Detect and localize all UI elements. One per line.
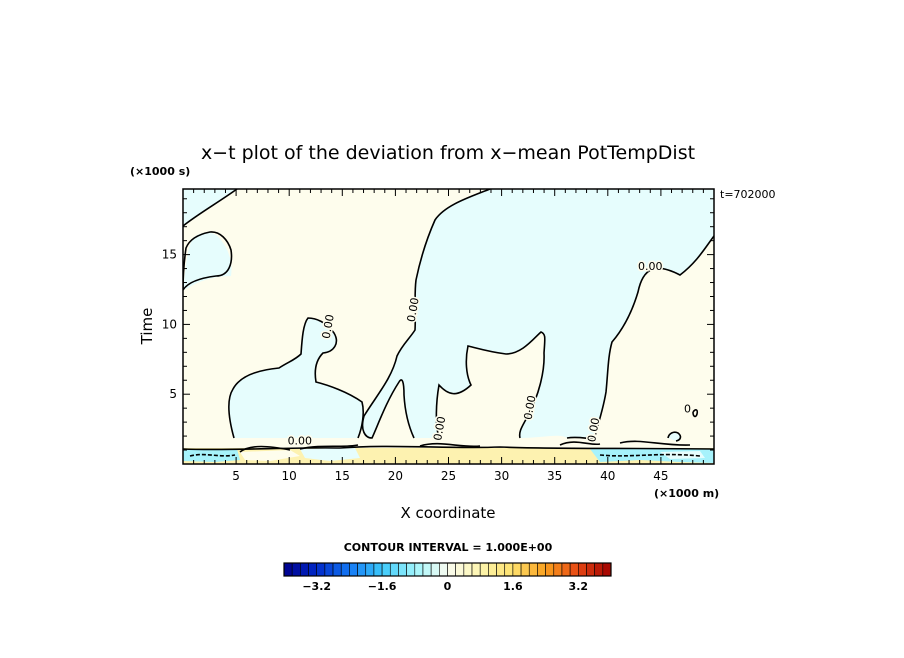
colorbar-cell <box>455 562 465 577</box>
colorbar-cell <box>308 562 317 577</box>
contour-label: 0.00 <box>320 313 337 339</box>
x-tick-label: 25 <box>441 469 456 483</box>
bottom-band-light-right <box>660 451 705 459</box>
x-tick-label: 10 <box>282 469 297 483</box>
colorbar-cell <box>586 562 595 577</box>
contour-line-corner <box>183 189 238 227</box>
colorbar-cell <box>569 562 579 577</box>
contour-line-small <box>667 431 682 442</box>
colorbar-cell <box>439 562 448 577</box>
y-unit-label: (×1000 s) <box>130 165 190 178</box>
contour-line-bottom-2 <box>239 440 691 453</box>
colorbar-cell <box>528 562 538 577</box>
x-axis-label: X coordinate <box>400 504 495 522</box>
colorbar-cell <box>504 562 514 577</box>
colorbar-cell <box>414 562 424 577</box>
colorbar-tick-label: 3.2 <box>569 580 589 593</box>
contour-label: 0.00 <box>405 297 422 323</box>
y-tick-label: 5 <box>169 387 177 401</box>
colorbar-cell <box>496 562 506 577</box>
colorbar-cell <box>512 562 522 577</box>
colorbar-cell <box>357 562 367 577</box>
bottom-band-cool-mid <box>300 448 360 461</box>
colorbar-tick-label: 1.6 <box>503 580 523 593</box>
y-tick-label: 15 <box>162 248 177 262</box>
contour-label: 0.00 <box>585 417 602 443</box>
colorbar-cell <box>422 562 432 577</box>
colorbar-tick-label: −1.6 <box>368 580 397 593</box>
colorbar-tick-label: 0 <box>444 580 452 593</box>
axis-ticks <box>183 189 714 464</box>
contour-fills <box>183 189 714 464</box>
colorbar-cell <box>594 562 604 577</box>
colorbar-cell <box>300 562 309 577</box>
colorbar-cell <box>291 562 301 577</box>
x-tick-label: 15 <box>335 469 350 483</box>
x-tick-label: 35 <box>547 469 562 483</box>
contour-label: 0 <box>684 402 691 415</box>
colorbar-cell <box>332 562 342 577</box>
colorbar-frame <box>283 562 612 577</box>
time-stamp: t=702000 <box>720 188 776 201</box>
colorbar-cell <box>479 562 489 577</box>
y-tick-labels: 5 10 15 <box>162 248 177 402</box>
contour-label: 0.00 <box>431 415 448 441</box>
x-tick-label: 5 <box>232 469 240 483</box>
colorbar-cell <box>602 562 612 577</box>
colorbar-labels: −3.2 −1.6 0 1.6 3.2 <box>302 580 588 593</box>
colorbar-cell <box>537 562 546 577</box>
colorbar-cell <box>471 562 481 577</box>
colorbar-cell <box>406 562 416 577</box>
contour-line-bottom-1 <box>183 445 714 451</box>
contour-interval-text: CONTOUR INTERVAL = 1.000E+00 <box>344 541 553 554</box>
colorbar-cell <box>520 562 530 577</box>
contour-label: 0.00 <box>521 394 538 420</box>
colorbar-tick-label: −3.2 <box>302 580 331 593</box>
x-unit-label: (×1000 m) <box>654 487 719 500</box>
bottom-band-light-left <box>240 450 300 461</box>
colorbar-cell <box>283 562 293 577</box>
colorbar-cell <box>398 562 407 577</box>
chart-title: x−t plot of the deviation from x−mean Po… <box>201 142 695 164</box>
negative-region-main <box>362 189 714 438</box>
colorbar-cell <box>373 562 383 577</box>
contour-line-left <box>228 317 365 439</box>
x-tick-labels: 5 10 15 20 25 30 35 40 45 <box>232 469 668 483</box>
contour-line-main <box>361 189 714 440</box>
y-axis-label: Time <box>138 308 156 346</box>
colorbar-cell <box>324 562 334 577</box>
contour-line-upper-left <box>183 231 233 291</box>
colorbar <box>283 562 612 577</box>
contour-line-zero-blob <box>692 409 699 418</box>
contour-line-bottom-3 <box>189 453 701 457</box>
colorbar-cell <box>365 562 375 577</box>
contour-label: 0.00 <box>288 434 313 447</box>
contour-label: 0.00 <box>638 260 663 273</box>
x-tick-label: 45 <box>653 469 668 483</box>
colorbar-cell <box>463 562 473 577</box>
colorbar-cell <box>577 562 587 577</box>
colorbar-cell <box>381 562 391 577</box>
x-tick-label: 40 <box>600 469 615 483</box>
colorbar-cell <box>488 562 497 577</box>
colorbar-cell <box>561 562 571 577</box>
colorbar-cell <box>349 562 358 577</box>
colorbar-cell <box>553 562 563 577</box>
x-tick-label: 20 <box>388 469 403 483</box>
negative-blob-small <box>668 432 681 441</box>
colorbar-cell <box>430 562 440 577</box>
contour-lines <box>183 189 714 457</box>
colorbar-cell <box>545 562 555 577</box>
y-tick-label: 10 <box>162 317 177 331</box>
colorbar-cell <box>316 562 326 577</box>
x-tick-label: 30 <box>494 469 509 483</box>
plot-area: 0.00 0.00 0.00 0.00 0.00 0.00 0.00 0 5 10 15 20 25 3… <box>162 188 715 483</box>
colorbar-cell <box>447 562 456 577</box>
colorbar-cell <box>389 562 399 577</box>
negative-region-left <box>228 318 364 438</box>
colorbar-cell <box>340 562 350 577</box>
contour-labels: 0.00 0.00 0.00 0.00 0.00 0.00 0.00 0 <box>286 258 692 448</box>
